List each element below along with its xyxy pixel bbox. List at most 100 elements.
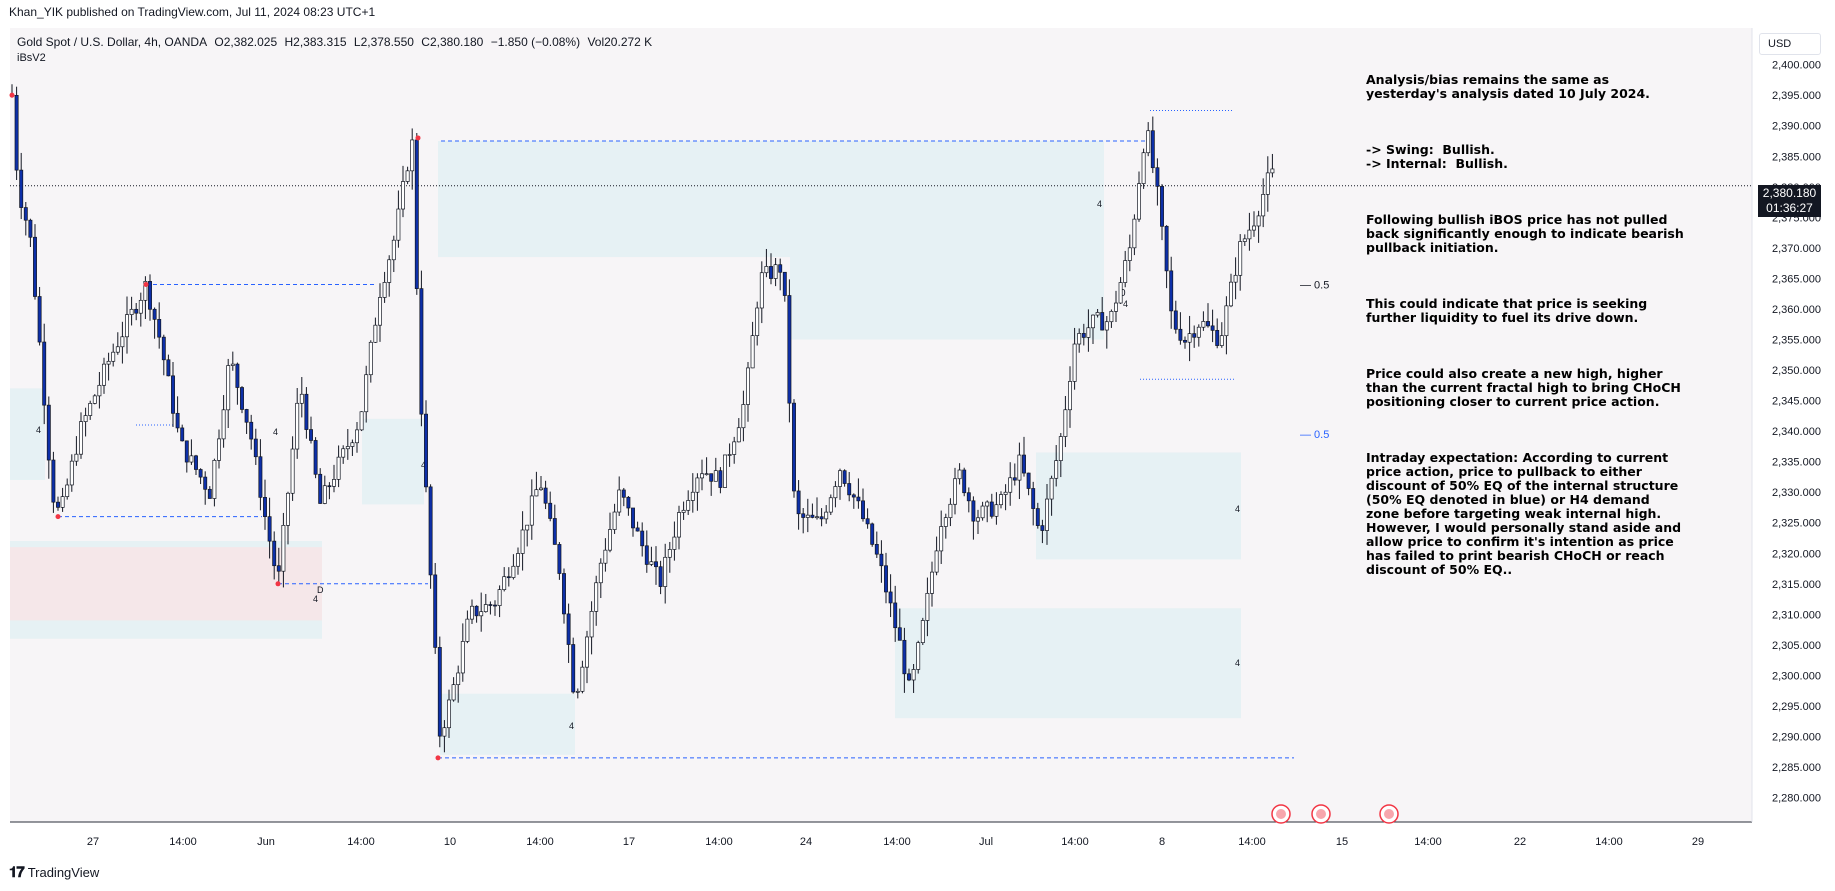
candle-body xyxy=(125,314,129,338)
candle-body xyxy=(948,503,953,519)
zone-0 xyxy=(438,140,1104,258)
candle-body xyxy=(92,395,97,404)
candle-body xyxy=(667,549,672,558)
candle-body xyxy=(649,561,654,565)
candle-body xyxy=(907,673,911,681)
candle-body xyxy=(28,219,33,238)
candle-body xyxy=(391,239,396,261)
candle-body xyxy=(327,485,332,488)
candle-body xyxy=(332,479,336,487)
candle-body xyxy=(157,319,162,338)
candle-body xyxy=(980,505,985,519)
candle-body xyxy=(1233,274,1238,283)
candle-body xyxy=(447,699,451,729)
candle-body xyxy=(51,459,56,503)
candle-body xyxy=(33,236,37,297)
candle-body xyxy=(1247,229,1252,240)
candle-body xyxy=(750,335,755,369)
currency-button[interactable]: USD xyxy=(1759,33,1821,55)
candle-body xyxy=(994,504,999,517)
candle-body xyxy=(258,456,263,498)
candle-body xyxy=(221,409,226,440)
candle-body xyxy=(1224,305,1229,337)
candle-body xyxy=(631,507,635,529)
candle-body xyxy=(893,602,898,629)
x-tick-label: 14:00 xyxy=(526,836,554,848)
candle-body xyxy=(713,470,718,482)
candle-body xyxy=(143,281,148,301)
candle-body xyxy=(1091,314,1095,329)
candle-body xyxy=(539,487,543,491)
candle-body xyxy=(644,545,649,565)
candle-body xyxy=(249,421,254,440)
y-tick-label: 2,280.000 xyxy=(1772,793,1821,805)
candle-body xyxy=(727,454,732,456)
candle-body xyxy=(695,477,700,493)
candle-body xyxy=(709,473,714,482)
candle-body xyxy=(557,544,562,574)
candle-body xyxy=(1045,498,1049,531)
y-tick-label: 2,355.000 xyxy=(1772,334,1821,346)
y-tick-label: 2,335.000 xyxy=(1772,457,1821,469)
symbol-name[interactable]: Gold Spot / U.S. Dollar, 4h, OANDA xyxy=(17,35,208,49)
candle-body xyxy=(704,473,709,476)
candle-body xyxy=(663,556,668,587)
x-tick-label: 24 xyxy=(800,836,812,848)
indicator-label[interactable]: iBsV2 xyxy=(17,52,46,64)
candle-body xyxy=(552,518,557,545)
candle-body xyxy=(396,208,401,241)
candle-body xyxy=(1178,328,1183,341)
candle-body xyxy=(161,336,166,361)
candle-body xyxy=(585,636,589,668)
candle-body xyxy=(902,639,907,675)
candle-body xyxy=(838,470,842,487)
candle-body xyxy=(1256,215,1261,227)
candle-body xyxy=(617,489,622,513)
candle-body xyxy=(1081,333,1086,338)
candle-body xyxy=(939,526,944,552)
zone-label-4: 4 xyxy=(1235,504,1240,514)
candle-body xyxy=(1132,218,1137,249)
candle-body xyxy=(764,266,769,274)
candle-body xyxy=(102,363,106,386)
candle-body xyxy=(580,666,585,692)
swing-point-3 xyxy=(275,581,281,587)
swing-point-4 xyxy=(415,135,421,141)
open-value: O2,382.025 xyxy=(214,35,278,49)
candle-body xyxy=(865,518,870,525)
y-tick-label: 2,305.000 xyxy=(1772,640,1821,652)
candle-body xyxy=(419,288,424,415)
candle-body xyxy=(355,429,359,444)
candle-body xyxy=(345,446,350,450)
x-tick-label: 15 xyxy=(1336,836,1348,848)
y-tick-label: 2,315.000 xyxy=(1772,579,1821,591)
candle-body xyxy=(796,490,801,515)
candle-body xyxy=(1114,302,1118,312)
candle-body xyxy=(37,296,42,343)
x-tick-label: Jun xyxy=(257,836,275,848)
candle-body xyxy=(884,565,888,593)
zone-5 xyxy=(10,547,322,621)
countdown-timer: 01:36:27 xyxy=(1766,201,1813,215)
close-value: C2,380.180 xyxy=(421,35,484,49)
candle-body xyxy=(681,509,686,513)
note-paragraph-3: Following bullish iBOS price has not pul… xyxy=(1366,212,1689,255)
event-flag-inner-icon xyxy=(1276,809,1286,819)
zone-label-0: 4 xyxy=(1097,199,1102,209)
zone-label-5: 4 xyxy=(1235,658,1240,668)
candle-body xyxy=(184,440,189,463)
candle-body xyxy=(226,365,231,411)
footer-brand[interactable]: 𝟏𝟕 TradingView xyxy=(9,864,99,881)
y-tick-label: 2,320.000 xyxy=(1772,548,1821,560)
candle-body xyxy=(69,460,74,486)
zone-3 xyxy=(362,418,424,505)
candle-body xyxy=(1265,172,1270,195)
candle-body xyxy=(1155,167,1160,187)
zone-label-1: 4 xyxy=(273,427,278,437)
candle-body xyxy=(42,341,47,406)
candle-body xyxy=(479,611,484,617)
candle-body xyxy=(562,573,566,615)
candle-body xyxy=(1270,168,1275,174)
candle-body xyxy=(56,501,60,508)
